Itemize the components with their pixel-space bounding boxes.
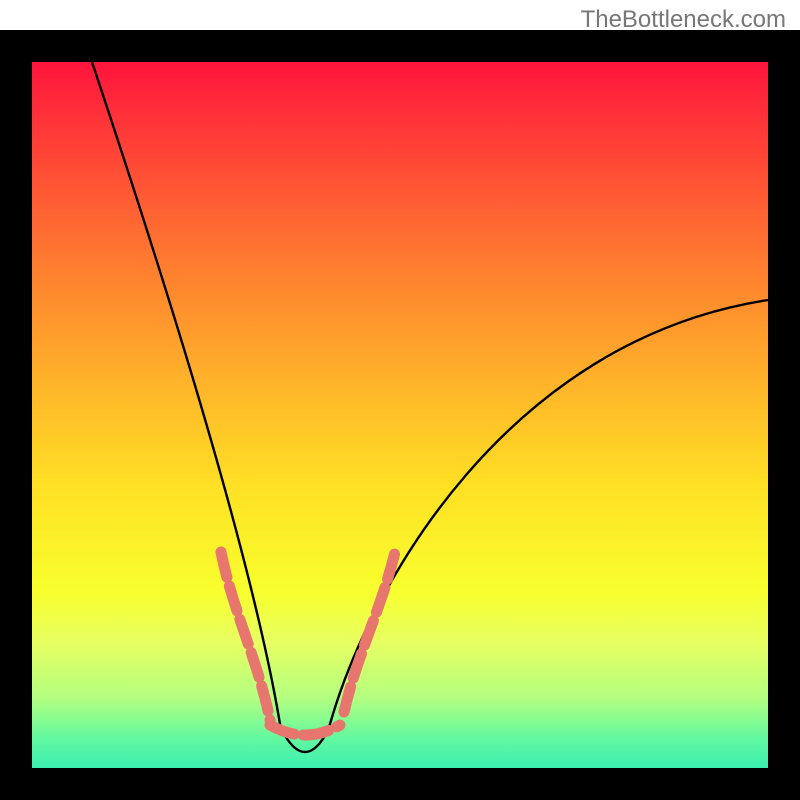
watermark-text: TheBottleneck.com (581, 6, 786, 34)
plot-background (32, 62, 768, 768)
chart-container: TheBottleneck.com (0, 0, 800, 800)
chart-svg (0, 0, 800, 800)
